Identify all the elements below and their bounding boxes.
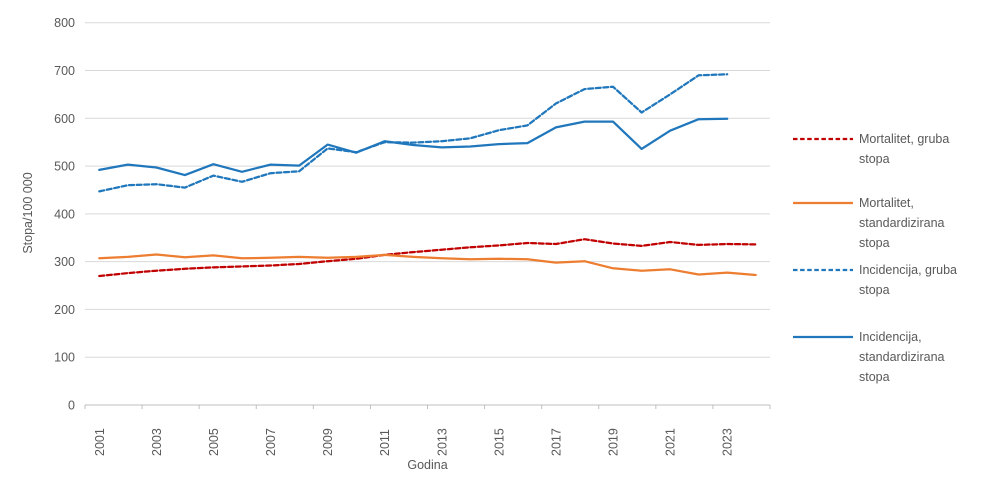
- y-tick-label: 700: [54, 64, 75, 78]
- legend-solid-line-swatch: [793, 335, 853, 339]
- legend-label: Mortalitet, gruba stopa: [859, 132, 950, 166]
- y-tick-label: 100: [54, 351, 75, 365]
- legend-label: Incidencija, gruba stopa: [859, 263, 957, 297]
- x-tick-label: 2001: [93, 428, 107, 456]
- legend-item-mortalitet-standardizirana-stopa: Mortalitet, standardizirana stopa: [792, 193, 988, 253]
- legend-label: Mortalitet, standardizirana stopa: [859, 196, 945, 250]
- series-line-incidencija-gruba-stopa: [98, 73, 729, 193]
- chart-legend: Mortalitet, gruba stopa Mortalitet, stand…: [792, 0, 988, 487]
- x-tick-label: 2023: [721, 428, 735, 456]
- x-tick-label: 2021: [664, 428, 678, 456]
- y-tick-label: 600: [54, 112, 75, 126]
- x-tick-label: 2003: [150, 428, 164, 456]
- legend-item-mortalitet-gruba-stopa: Mortalitet, gruba stopa: [792, 129, 988, 169]
- legend-dashed-line-swatch: [793, 268, 853, 272]
- y-tick-label: 400: [54, 207, 75, 221]
- y-tick-label: 0: [68, 399, 75, 413]
- x-tick-label: 2013: [435, 428, 449, 456]
- y-tick-label: 300: [54, 255, 75, 269]
- x-tick-label: 2011: [378, 429, 392, 456]
- y-tick-label: 500: [54, 160, 75, 174]
- x-tick-label: 2015: [492, 428, 506, 456]
- x-axis-title: Godina: [407, 458, 448, 472]
- y-axis-title: Stopa/100 000: [21, 172, 35, 254]
- x-tick-label: 2019: [607, 428, 621, 456]
- x-tick-label: 2017: [549, 428, 563, 456]
- x-tick-label: 2005: [207, 428, 221, 456]
- series-line-mortalitet-standardizirana-stopa: [98, 253, 757, 277]
- series-line-incidencija-standardizirana-stopa: [98, 117, 729, 177]
- series-line-mortalitet-gruba-stopa: [98, 238, 757, 278]
- legend-item-incidencija-standardizirana-stopa: Incidencija, standardizirana stopa: [792, 327, 988, 387]
- x-tick-label: 2009: [321, 428, 335, 456]
- x-tick-label: 2007: [264, 428, 278, 456]
- y-tick-label: 200: [54, 303, 75, 317]
- legend-solid-line-swatch: [793, 201, 853, 205]
- legend-item-incidencija-gruba-stopa: Incidencija, gruba stopa: [792, 260, 988, 300]
- legend-dashed-line-swatch: [793, 137, 853, 141]
- y-tick-label: 800: [54, 16, 75, 30]
- legend-label: Incidencija, standardizirana stopa: [859, 330, 945, 384]
